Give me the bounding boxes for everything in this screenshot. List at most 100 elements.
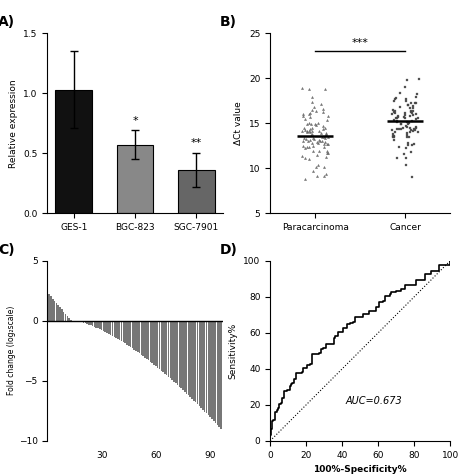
Point	[309, 134, 317, 142]
Bar	[83, 321, 84, 323]
Point	[401, 111, 409, 118]
Y-axis label: Relative expression: Relative expression	[9, 79, 18, 167]
Point	[412, 99, 420, 107]
Point	[390, 132, 398, 140]
Point	[307, 113, 314, 121]
Point	[410, 140, 418, 147]
Point	[301, 155, 309, 162]
Point	[407, 128, 414, 136]
Point	[310, 135, 318, 143]
Bar	[130, 321, 131, 347]
Point	[321, 124, 329, 132]
Point	[409, 102, 416, 110]
Point	[403, 124, 410, 131]
Point	[306, 125, 314, 133]
Bar	[201, 321, 202, 408]
Bar	[55, 90, 92, 213]
Point	[299, 128, 306, 135]
Bar	[59, 307, 61, 321]
Point	[305, 111, 313, 118]
Point	[306, 109, 314, 117]
Point	[406, 104, 414, 112]
Point	[303, 143, 311, 150]
Point	[308, 107, 316, 114]
Point	[404, 140, 412, 147]
Bar	[132, 321, 133, 348]
Point	[308, 131, 315, 138]
Point	[414, 114, 421, 122]
Point	[400, 150, 408, 158]
Point	[410, 107, 417, 114]
Point	[410, 125, 418, 132]
Bar	[146, 321, 147, 359]
Point	[325, 149, 332, 156]
Point	[299, 113, 307, 120]
Bar	[178, 170, 215, 213]
Point	[406, 124, 414, 132]
Text: C): C)	[0, 243, 15, 257]
Bar	[88, 321, 90, 325]
Bar	[70, 320, 72, 321]
Bar	[164, 321, 166, 374]
Bar	[210, 321, 211, 417]
Bar	[57, 305, 59, 321]
Point	[397, 120, 405, 128]
Point	[392, 94, 400, 102]
Point	[304, 137, 312, 145]
Point	[402, 95, 410, 103]
Point	[390, 136, 398, 144]
Point	[301, 144, 309, 151]
Point	[392, 115, 400, 122]
Point	[414, 128, 422, 136]
Bar	[123, 321, 124, 342]
Point	[324, 147, 331, 155]
Point	[319, 125, 327, 133]
X-axis label: 100%-Specificity%: 100%-Specificity%	[313, 465, 407, 474]
Bar	[153, 321, 155, 365]
Point	[410, 105, 417, 112]
Bar	[121, 321, 122, 341]
Bar	[181, 321, 182, 388]
Y-axis label: Fold change (log₂scale): Fold change (log₂scale)	[7, 306, 16, 395]
Point	[402, 97, 410, 105]
Point	[406, 113, 413, 120]
Point	[404, 101, 412, 109]
Bar	[217, 321, 218, 425]
Point	[317, 129, 325, 137]
Bar	[90, 321, 91, 325]
Point	[397, 125, 405, 133]
Point	[322, 170, 330, 177]
Point	[322, 131, 330, 138]
Point	[313, 152, 321, 159]
Point	[390, 130, 397, 137]
Point	[400, 113, 408, 121]
Point	[402, 122, 410, 129]
Bar	[112, 321, 113, 336]
Point	[321, 135, 328, 142]
Point	[393, 117, 401, 125]
Point	[301, 127, 309, 134]
Point	[396, 103, 403, 110]
Point	[300, 134, 308, 142]
Point	[407, 100, 415, 107]
Bar	[219, 321, 220, 427]
Point	[319, 122, 327, 129]
Point	[301, 175, 309, 183]
Point	[303, 120, 310, 128]
Point	[315, 147, 323, 155]
Bar	[117, 321, 118, 339]
Point	[403, 129, 410, 137]
Point	[323, 116, 331, 124]
Point	[314, 119, 322, 127]
Point	[393, 118, 401, 126]
Point	[305, 85, 313, 93]
Point	[319, 137, 326, 145]
Point	[304, 128, 311, 135]
Y-axis label: Sensitivity%: Sensitivity%	[228, 323, 237, 379]
Bar	[173, 321, 175, 382]
Bar	[184, 321, 186, 392]
Point	[412, 110, 420, 118]
Point	[310, 103, 318, 111]
Point	[405, 119, 412, 127]
Point	[316, 137, 324, 145]
